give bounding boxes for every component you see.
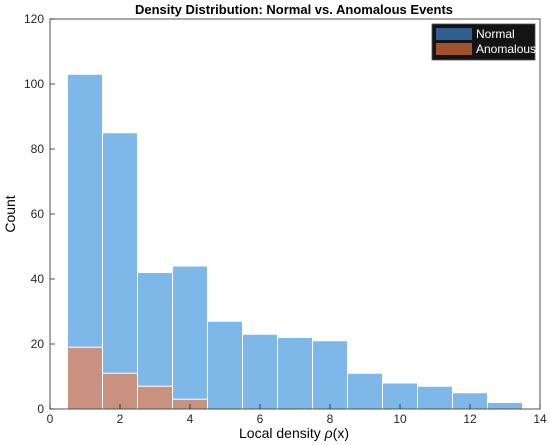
chart-title: Density Distribution: Normal vs. Anomalo… [135, 2, 453, 17]
bar-normal-12 [487, 402, 523, 410]
y-axis-label: Count [2, 195, 18, 232]
y-tick-label: 20 [31, 337, 45, 351]
legend-label-normal: Normal [476, 27, 515, 41]
x-tick-label: 4 [187, 412, 194, 426]
x-tick-label: 12 [463, 412, 477, 426]
x-axis-label: Local density ρ(x) [239, 425, 349, 441]
y-tick-label: 0 [37, 402, 44, 416]
bars-layer [67, 73, 523, 410]
y-tick-label: 80 [31, 142, 45, 156]
x-tick-label: 2 [117, 412, 124, 426]
legend-label-anomalous: Anomalous [476, 42, 536, 56]
bar-normal-10 [417, 385, 453, 410]
bar-normal-4 [207, 320, 243, 410]
x-tick-label: 10 [393, 412, 407, 426]
x-axis-label-suffix: (x) [333, 425, 349, 441]
bar-normal-5 [242, 333, 278, 410]
bar-normal-6 [277, 337, 313, 410]
x-tick-label: 14 [533, 412, 547, 426]
bar-normal-1 [102, 132, 138, 410]
legend-swatch-normal [436, 28, 472, 40]
bar-anomalous-1 [102, 372, 138, 410]
x-tick-label: 6 [257, 412, 264, 426]
x-tick-label: 0 [47, 412, 54, 426]
legend-swatch-anomalous [436, 43, 472, 55]
ticks-layer: 0 2 4 6 8 10 12 14 0 20 40 60 80 100 120 [24, 12, 547, 426]
bar-anomalous-0 [67, 346, 103, 410]
x-axis-label-prefix: Local density [239, 425, 325, 441]
y-tick-label: 120 [24, 12, 44, 26]
bar-normal-7 [312, 340, 348, 410]
bar-anomalous-2 [137, 385, 173, 410]
x-tick-label: 8 [327, 412, 334, 426]
y-tick-label: 100 [24, 77, 44, 91]
bar-normal-8 [347, 372, 383, 410]
x-axis-label-symbol: ρ [324, 425, 333, 441]
y-tick-label: 60 [31, 207, 45, 221]
bar-normal-3 [172, 265, 208, 410]
y-tick-label: 40 [31, 272, 45, 286]
